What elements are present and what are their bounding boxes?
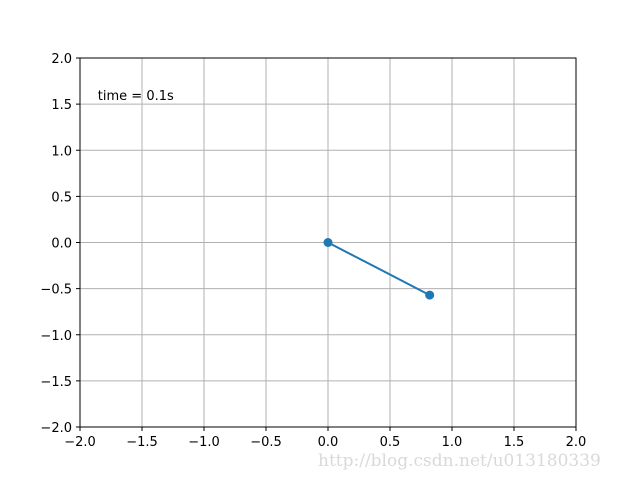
x-tick-label: 1.0 bbox=[442, 435, 463, 450]
x-axis: −2.0 −1.5 −1.0 −0.5 0.0 0.5 1.0 1.5 2.0 bbox=[64, 427, 586, 450]
y-axis: −2.0 −1.5 −1.0 −0.5 0.0 0.5 1.0 1.5 2.0 bbox=[40, 52, 80, 436]
pivot-point bbox=[323, 238, 333, 247]
y-tick-label: 1.5 bbox=[51, 98, 72, 113]
y-tick-label: −1.5 bbox=[40, 375, 72, 390]
y-tick-label: 0.5 bbox=[51, 190, 72, 205]
y-tick-label: −0.5 bbox=[40, 283, 72, 298]
x-tick-label: −0.5 bbox=[250, 435, 282, 450]
time-annotation: time = 0.1s bbox=[98, 89, 174, 104]
bob-point bbox=[425, 290, 435, 300]
x-tick-label: 2.0 bbox=[566, 435, 587, 450]
y-tick-label: −1.0 bbox=[40, 329, 72, 344]
y-tick-label: −2.0 bbox=[40, 421, 72, 436]
x-tick-label: −2.0 bbox=[64, 435, 96, 450]
series-layer bbox=[323, 238, 435, 300]
y-tick-label: 2.0 bbox=[51, 52, 72, 67]
pendulum-rod-line bbox=[327, 241, 431, 296]
x-tick-label: −1.0 bbox=[188, 435, 220, 450]
y-tick-label: 0.0 bbox=[51, 237, 72, 252]
x-tick-label: 0.0 bbox=[318, 435, 339, 450]
y-tick-label: 1.0 bbox=[51, 144, 72, 159]
x-tick-label: 1.5 bbox=[504, 435, 525, 450]
x-tick-label: 0.5 bbox=[380, 435, 401, 450]
x-tick-label: −1.5 bbox=[126, 435, 158, 450]
watermark: http://blog.csdn.net/u013180339 bbox=[318, 451, 601, 471]
